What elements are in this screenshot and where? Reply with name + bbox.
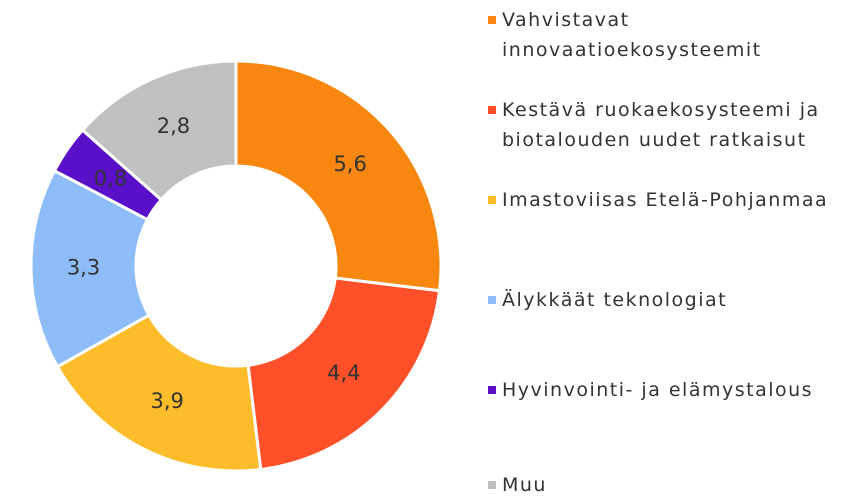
legend-label: Vahvistavat innovaatioekosysteemit	[502, 9, 762, 61]
legend-item: Kestävä ruokaekosysteemi ja biotalouden …	[488, 95, 850, 155]
legend-label: Älykkäät teknologiat	[502, 289, 728, 311]
slice	[29, 168, 151, 369]
slice	[80, 59, 238, 202]
data-label: 3,9	[150, 389, 183, 413]
data-label: 0,8	[94, 166, 127, 190]
legend-swatch	[488, 296, 496, 304]
data-label: 4,4	[327, 361, 360, 385]
legend-label: Imastoviisas Etelä-Pohjanmaa	[502, 189, 829, 211]
chart: 5,6 4,4 3,9 3,3 0,8 2,8	[29, 59, 443, 473]
legend-swatch	[488, 106, 496, 114]
data-label: 5,6	[333, 152, 366, 176]
legend-label: Hyvinvointi- ja elämystalous	[502, 379, 814, 401]
legend-item: Muu	[488, 470, 850, 500]
slice	[234, 59, 443, 293]
legend-swatch	[488, 386, 496, 394]
legend-item: Älykkäät teknologiat	[488, 285, 850, 315]
legend-item: Vahvistavat innovaatioekosysteemit	[488, 5, 850, 65]
data-label: 3,3	[67, 255, 100, 279]
data-label: 2,8	[157, 114, 190, 138]
legend-item: Hyvinvointi- ja elämystalous	[488, 375, 850, 405]
legend-swatch	[488, 196, 496, 204]
legend-swatch	[488, 16, 496, 24]
legend-label: Muu	[502, 474, 547, 496]
legend-label: Kestävä ruokaekosysteemi ja biotalouden …	[502, 99, 820, 151]
slice	[55, 313, 263, 473]
slice	[246, 276, 442, 472]
legend-swatch	[488, 481, 496, 489]
legend-item: Imastoviisas Etelä-Pohjanmaa	[488, 185, 850, 215]
